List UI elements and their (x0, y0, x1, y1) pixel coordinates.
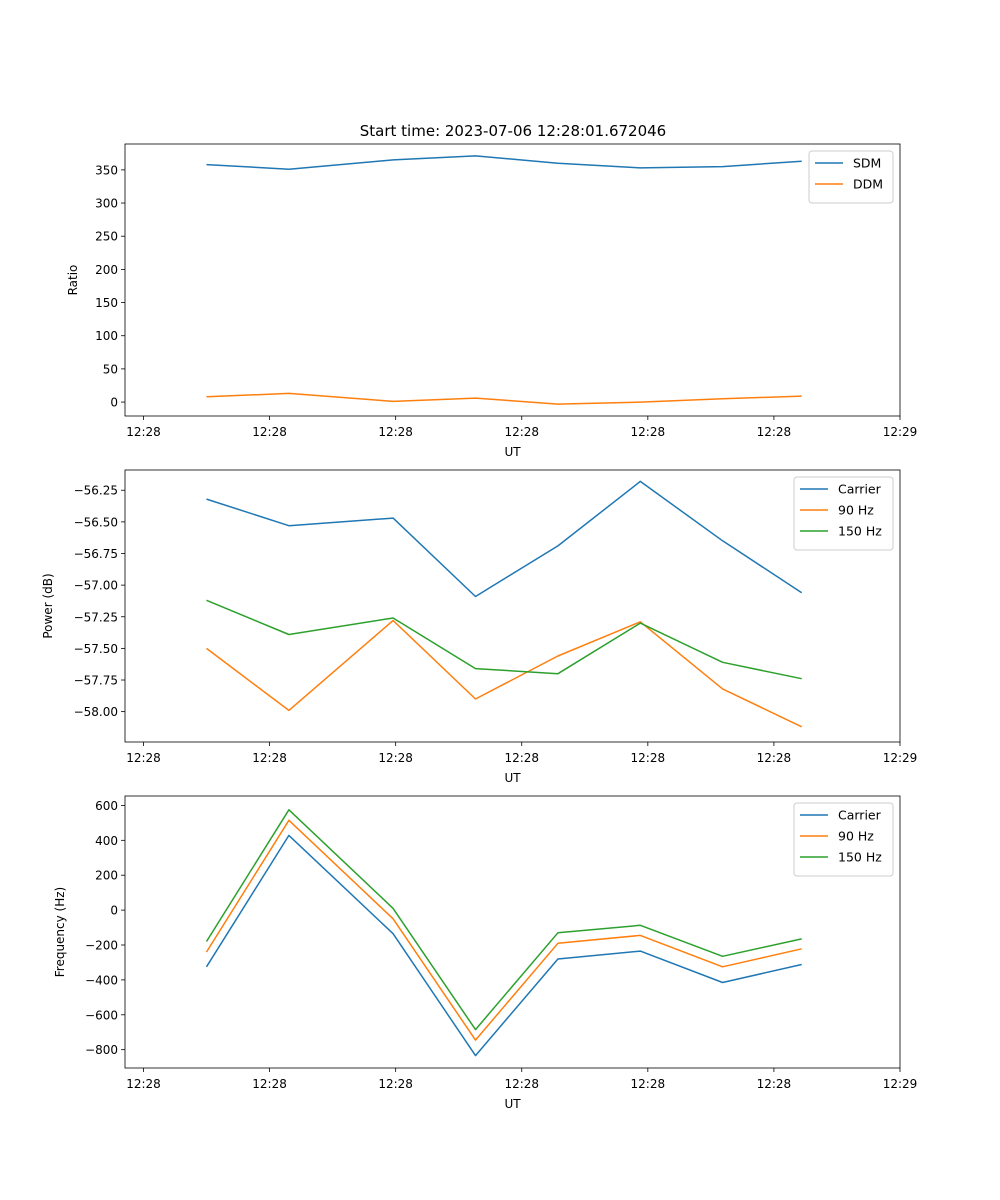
legend-label: Carrier (838, 482, 882, 497)
x-tick-label: 12:28 (504, 425, 539, 439)
y-tick-label: −58.00 (74, 705, 118, 719)
x-axis-label: UT (504, 445, 521, 459)
y-tick-label: −56.25 (74, 484, 118, 498)
y-tick-label: 400 (95, 834, 118, 848)
y-tick-label: 150 (95, 296, 118, 310)
x-tick-label: 12:28 (631, 751, 666, 765)
x-tick-label: 12:28 (757, 751, 792, 765)
x-tick-label: 12:28 (631, 425, 666, 439)
legend-box (808, 150, 894, 204)
series-line-150-hz (206, 599, 802, 680)
y-tick-label: −56.75 (74, 547, 118, 561)
series-line-ddm (206, 392, 802, 405)
x-tick-label: 12:28 (126, 751, 161, 765)
x-axis-label: UT (504, 1097, 521, 1111)
legend: Carrier 90 Hz 150 Hz (793, 476, 894, 551)
legend-label: Carrier (838, 808, 882, 823)
x-tick-label: 12:29 (883, 1077, 918, 1091)
frequency-chart: 12:28 12:28 12:28 12:28 12:28 12:28 12:29 −800 −… (53, 795, 918, 1111)
legend-label: SDM (853, 156, 881, 171)
y-tick-label: 200 (95, 869, 118, 883)
series-line-90-hz (206, 619, 803, 728)
axes-frame (124, 143, 901, 417)
y-tick-label: −57.75 (74, 674, 118, 688)
y-tick-label: −400 (85, 973, 118, 987)
legend-label: 90 Hz (838, 503, 874, 518)
x-tick-label: 12:28 (631, 1077, 666, 1091)
y-tick-label: 350 (95, 163, 118, 177)
legend: SDM DDM (808, 150, 894, 204)
x-tick-label: 12:28 (252, 751, 287, 765)
series-line-150-hz (205, 809, 802, 1031)
legend-label: 150 Hz (838, 850, 882, 865)
x-tick-label: 12:28 (252, 1077, 287, 1091)
y-tick-label: 0 (110, 396, 118, 410)
y-tick-label: 100 (95, 329, 118, 343)
x-tick-label: 12:28 (252, 425, 287, 439)
y-axis-label: Ratio (66, 265, 80, 296)
x-tick-label: 12:28 (378, 751, 413, 765)
series-line-sdm (206, 155, 802, 170)
power-chart: 12:28 12:28 12:28 12:28 12:28 12:28 12:29 −58.0… (41, 469, 918, 785)
figure-title: Start time: 2023-07-06 12:28:01.672046 (360, 122, 666, 140)
x-tick-label: 12:28 (757, 1077, 792, 1091)
y-tick-label: −600 (85, 1008, 118, 1022)
y-axis-label: Frequency (Hz) (53, 887, 67, 978)
y-tick-label: 250 (95, 230, 118, 244)
legend-label: 90 Hz (838, 829, 874, 844)
x-tick-label: 12:29 (883, 751, 918, 765)
x-tick-label: 12:28 (757, 425, 792, 439)
series-line-carrier (205, 834, 802, 1057)
y-tick-label: 600 (95, 799, 118, 813)
x-tick-label: 12:29 (883, 425, 918, 439)
x-tick-label: 12:28 (378, 1077, 413, 1091)
y-tick-label: −200 (85, 938, 118, 952)
legend-label: 150 Hz (838, 524, 882, 539)
y-tick-label: 0 (110, 904, 118, 918)
y-tick-label: 200 (95, 263, 118, 277)
y-tick-label: −57.25 (74, 610, 118, 624)
y-axis-label: Power (dB) (41, 573, 55, 638)
y-tick-label: −57.00 (74, 579, 118, 593)
x-tick-label: 12:28 (504, 1077, 539, 1091)
x-axis-label: UT (504, 771, 521, 785)
legend-label: DDM (853, 177, 883, 192)
x-tick-label: 12:28 (504, 751, 539, 765)
axes-frame (124, 469, 901, 743)
series-line-carrier (206, 480, 803, 598)
y-tick-label: −57.50 (74, 642, 118, 656)
series-line-90-hz (205, 819, 802, 1041)
x-tick-label: 12:28 (378, 425, 413, 439)
x-tick-label: 12:28 (126, 425, 161, 439)
y-tick-label: −800 (85, 1043, 118, 1057)
x-tick-label: 12:28 (126, 1077, 161, 1091)
y-tick-label: −56.50 (74, 515, 118, 529)
y-tick-label: 50 (103, 362, 118, 376)
y-tick-label: 300 (95, 197, 118, 211)
ratio-chart: 12:28 12:28 12:28 12:28 12:28 12:28 12:29 0 50 10… (66, 143, 918, 459)
legend: Carrier 90 Hz 150 Hz (793, 802, 894, 877)
axes-frame (124, 795, 901, 1069)
